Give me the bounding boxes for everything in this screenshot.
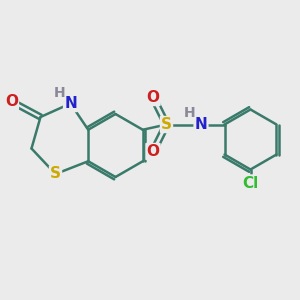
- Text: O: O: [146, 90, 160, 105]
- Text: Cl: Cl: [242, 176, 259, 190]
- Text: S: S: [50, 167, 61, 182]
- Text: H: H: [184, 106, 195, 120]
- Text: S: S: [161, 117, 172, 132]
- Text: O: O: [146, 144, 160, 159]
- Text: O: O: [5, 94, 18, 109]
- Text: H: H: [53, 86, 65, 100]
- Text: N: N: [195, 117, 207, 132]
- Text: N: N: [64, 96, 77, 111]
